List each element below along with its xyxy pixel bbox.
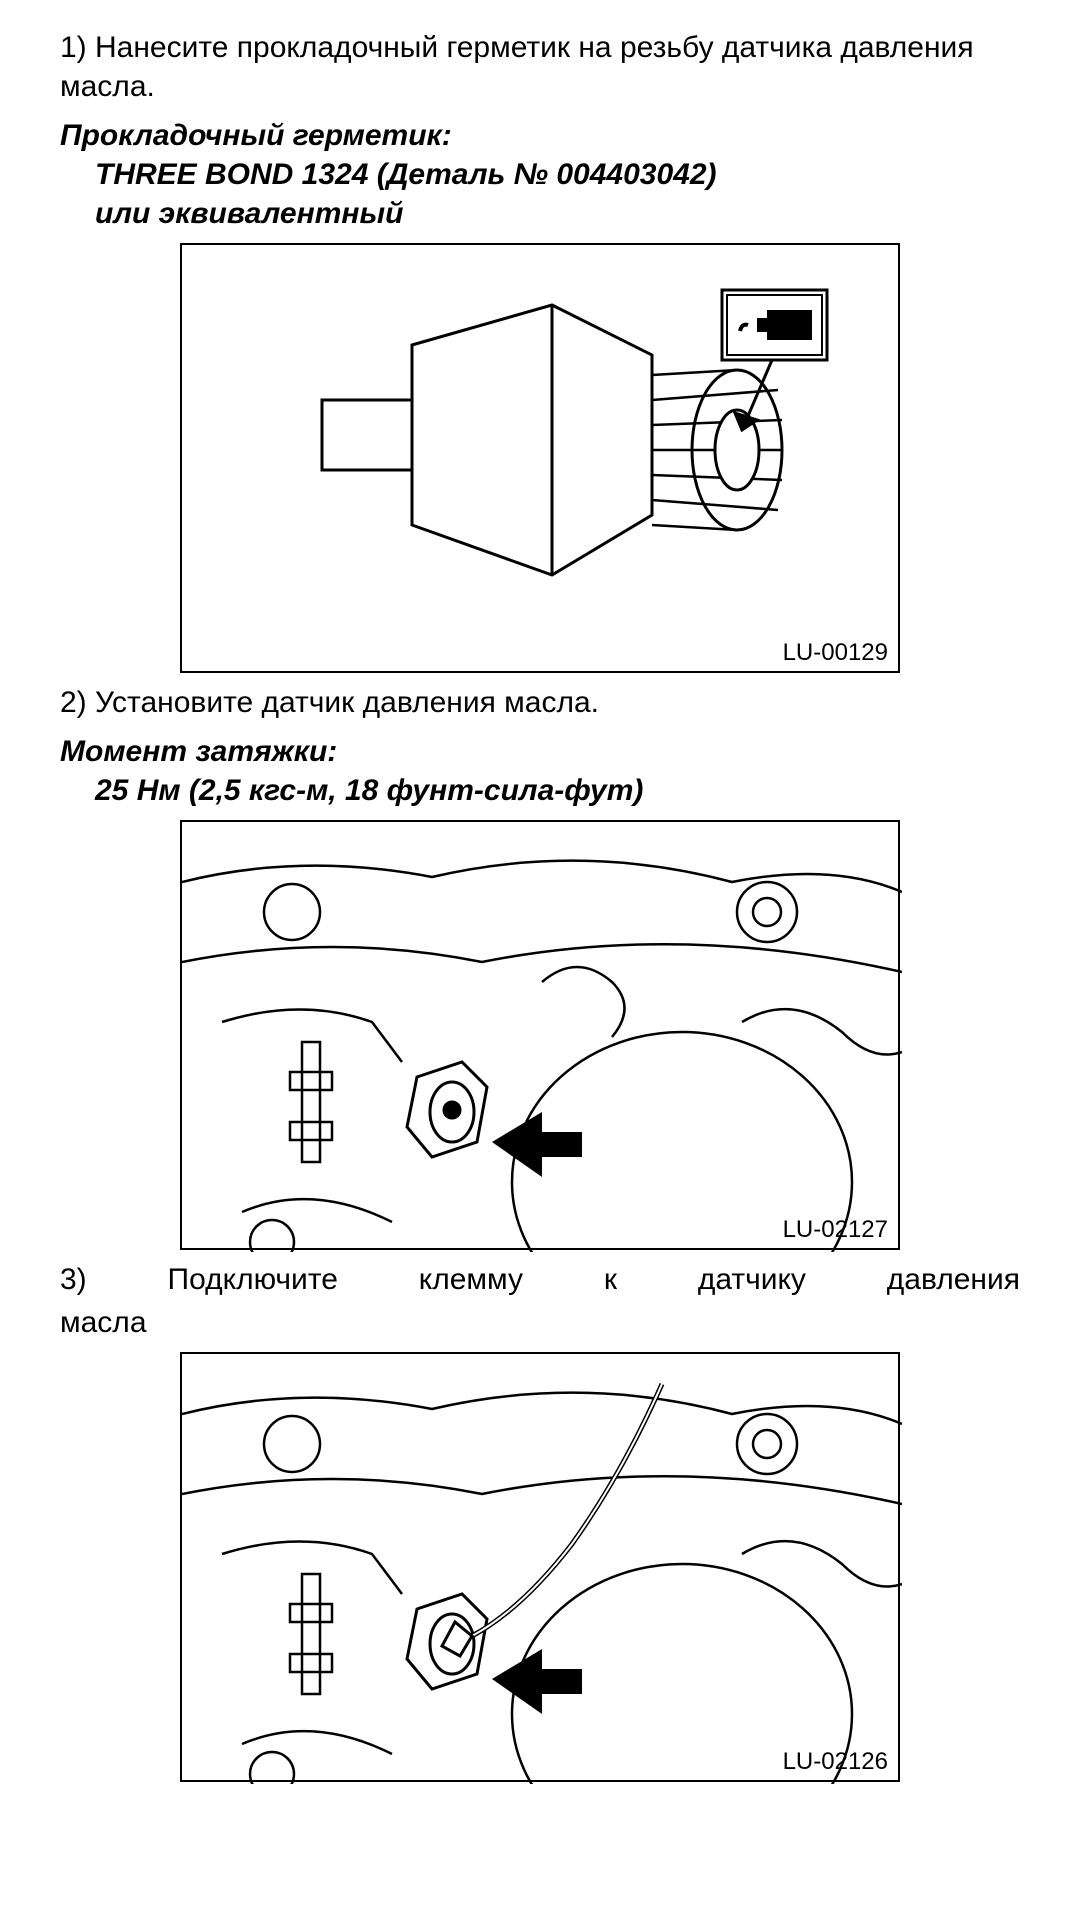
figure-2-label: LU-02127 — [783, 1216, 888, 1244]
figure-1-container: LU-00129 — [60, 243, 1020, 673]
spec-sealant-line1: THREE BOND 1324 (Деталь № 004403042) — [60, 155, 1020, 194]
sealant-icon — [722, 290, 827, 360]
figure-2-container: LU-02127 — [60, 820, 1020, 1250]
spec-torque-line1: 25 Нм (2,5 кгс-м, 18 фунт-сила-фут) — [60, 771, 1020, 810]
spec-torque-title: Момент затяжки: — [60, 732, 1020, 771]
figure-2-svg — [182, 822, 902, 1252]
arrow-icon — [492, 1649, 582, 1714]
figure-1-label: LU-00129 — [783, 639, 888, 667]
step-1-text: 1) Нанесите прокладочный герметик на рез… — [60, 28, 1020, 106]
figure-1-svg — [182, 245, 902, 675]
step-2-text: 2) Установите датчик давления масла. — [60, 683, 1020, 722]
arrow-icon — [492, 1112, 582, 1177]
step-3-text-line1: 3) Подключите клемму к датчику давления — [60, 1260, 1020, 1299]
figure-1: LU-00129 — [180, 243, 900, 673]
spec-sealant-line2: или эквивалентный — [60, 194, 1020, 233]
figure-3-label: LU-02126 — [783, 1748, 888, 1776]
figure-3-svg — [182, 1354, 902, 1784]
figure-3-container: LU-02126 — [60, 1352, 1020, 1782]
spec-sealant-title: Прокладочный герметик: — [60, 116, 1020, 155]
figure-2: LU-02127 — [180, 820, 900, 1250]
step-3-text-line2: масла — [60, 1303, 1020, 1342]
spec-torque: Момент затяжки: 25 Нм (2,5 кгс-м, 18 фун… — [60, 732, 1020, 810]
figure-3: LU-02126 — [180, 1352, 900, 1782]
spec-sealant: Прокладочный герметик: THREE BOND 1324 (… — [60, 116, 1020, 233]
